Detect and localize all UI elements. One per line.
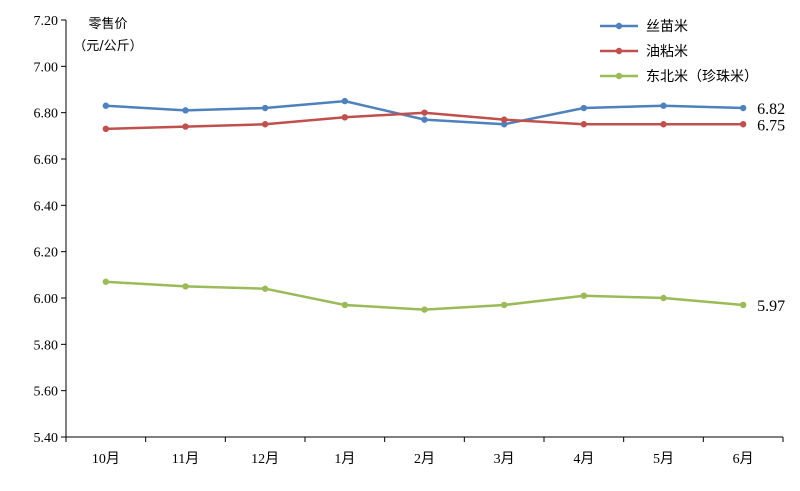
legend-swatch-marker [615, 72, 623, 80]
y-axis-label-line-2: （元/公斤） [73, 39, 142, 54]
data-point [102, 102, 110, 109]
data-point [500, 116, 508, 123]
data-point [421, 109, 428, 116]
end-value-label: 5.97 [757, 298, 785, 315]
x-tick-label: 2月 [414, 451, 435, 467]
series-2 [102, 109, 747, 133]
y-tick-label: 6.80 [34, 107, 59, 122]
data-point [102, 278, 110, 285]
axes: 5.40 5.60 5.80 6.00 6.20 6.40 6.60 6.80 7.00 7.20… [34, 14, 784, 467]
data-point [580, 121, 588, 128]
data-point [261, 104, 269, 112]
data-point [421, 116, 428, 123]
y-tick-label: 7.00 [34, 60, 59, 75]
x-tick-label: 6月 [733, 451, 754, 467]
x-tick-label: 10月 [92, 451, 120, 467]
data-point [182, 107, 189, 114]
x-tick-label: 1月 [334, 451, 355, 467]
legend-swatch-marker [615, 22, 623, 30]
series-1 [102, 97, 747, 128]
data-point [182, 283, 189, 290]
end-value-label: 6.75 [757, 117, 785, 134]
data-point [660, 121, 667, 128]
data-point [660, 294, 667, 302]
data-point [182, 123, 189, 130]
end-value-label: 6.82 [757, 101, 785, 118]
series-line [105, 280, 744, 311]
data-point [261, 121, 269, 128]
data-point [341, 97, 349, 105]
y-tick-label: 6.40 [34, 199, 59, 214]
data-point [739, 121, 747, 128]
data-point [500, 301, 508, 309]
y-tick-label: 6.20 [34, 246, 59, 261]
legend-swatch-marker [615, 47, 623, 55]
y-axis-label: 零售价 （元/公斤） [73, 16, 142, 54]
y-tick-label: 5.40 [34, 431, 59, 446]
legend-label: 东北米（珍珠米） [646, 69, 758, 85]
data-point [421, 306, 428, 313]
end-labels: 6.826.75 5.97 [757, 101, 785, 315]
y-tick-label: 7.20 [34, 14, 59, 29]
data-point [739, 301, 747, 309]
x-tick-label: 12月 [251, 451, 279, 467]
y-axis-label-line-1: 零售价 [88, 16, 127, 32]
series-3 [102, 278, 747, 313]
data-point [341, 301, 349, 309]
x-tick-label: 4月 [573, 451, 594, 467]
y-tick-label: 6.60 [34, 153, 59, 168]
data-point [580, 292, 588, 299]
x-tick-label: 5月 [653, 451, 674, 467]
data-point [102, 125, 110, 133]
y-tick-label: 5.60 [34, 385, 59, 400]
series-layer [102, 97, 747, 313]
data-point [500, 121, 508, 128]
data-point [580, 104, 588, 112]
data-point [660, 102, 667, 109]
x-tick-label: 11月 [172, 451, 199, 467]
y-tick-label: 5.80 [34, 338, 59, 353]
y-tick-label: 6.00 [34, 292, 59, 307]
x-tick-label: 3月 [494, 451, 515, 467]
data-point [341, 114, 349, 121]
legend-label: 丝苗米 [646, 19, 688, 35]
data-point [739, 104, 747, 112]
legend-label: 油粘米 [646, 44, 688, 60]
data-point [261, 285, 269, 292]
